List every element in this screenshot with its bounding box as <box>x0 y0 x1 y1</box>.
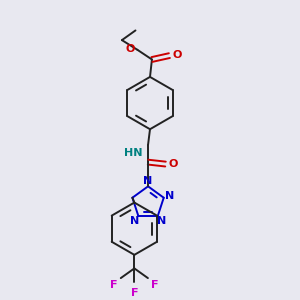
Text: N: N <box>157 216 166 226</box>
Text: N: N <box>143 176 153 185</box>
Text: O: O <box>172 50 182 60</box>
Text: HN: HN <box>124 148 142 158</box>
Text: N: N <box>165 191 174 201</box>
Text: N: N <box>130 216 140 226</box>
Text: F: F <box>151 280 158 290</box>
Text: F: F <box>110 280 118 290</box>
Text: O: O <box>125 44 134 54</box>
Text: F: F <box>130 288 138 298</box>
Text: O: O <box>168 159 178 169</box>
